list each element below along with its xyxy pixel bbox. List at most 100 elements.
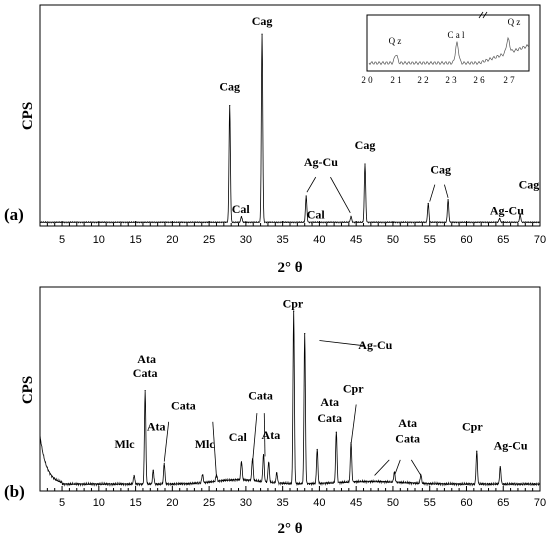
peak-annotation: Ag-Cu xyxy=(304,155,338,169)
peak-point xyxy=(240,216,243,218)
peak-annotation: Cpr xyxy=(462,419,483,433)
x-tick-label: 35 xyxy=(277,497,289,509)
peak-annotation: Ata xyxy=(137,352,156,366)
x-tick-label: 30 xyxy=(240,497,252,509)
peak-point xyxy=(133,474,135,477)
peak-annotation: Cata xyxy=(395,432,420,446)
leader-line xyxy=(444,184,449,198)
peak-point xyxy=(499,466,501,468)
peak-annotation: Ata xyxy=(262,428,281,442)
y-axis-label: CPS xyxy=(20,102,36,130)
inset-pattern-line xyxy=(368,36,530,66)
x-tick-label: 5 xyxy=(59,497,65,509)
peak-annotation: Cag xyxy=(519,177,540,191)
peak-annotation: Ata xyxy=(320,395,339,409)
peak-annotation: Cata xyxy=(248,388,273,402)
inset-peak-label: Q z xyxy=(508,17,521,27)
y-axis-label: CPS xyxy=(20,376,36,404)
inset-x-tick-label: 2 3 xyxy=(445,75,457,85)
x-tick-label: 25 xyxy=(203,497,215,509)
peak-point xyxy=(201,474,204,477)
x-tick-label: 40 xyxy=(313,497,325,509)
peak-annotation: Cag xyxy=(430,162,451,176)
x-tick-label: 50 xyxy=(387,497,399,509)
x-tick-label: 5 xyxy=(59,234,65,246)
peak-annotation: Cpr xyxy=(343,381,364,395)
inset-peak-label: Q z xyxy=(389,36,402,46)
x-tick-label: 10 xyxy=(93,234,105,246)
peak-annotation: Cata xyxy=(317,411,342,425)
x-tick-label: 40 xyxy=(313,234,325,246)
panel-a: 5 10 15 20 25 30 35 40 45 50 55 60 65 70 2° θ CPS (a) Cag… xyxy=(4,4,546,276)
peak-annotation: Ata xyxy=(147,419,166,433)
peak-annotation: Cpr xyxy=(283,297,304,311)
inset-plot: 2 0 2 1 2 2 2 3 2 6 2 7 Q z C a l Q z xyxy=(361,11,530,85)
peak-point xyxy=(519,214,521,216)
panel-label: (a) xyxy=(4,205,24,224)
x-tick-label: 20 xyxy=(166,497,178,509)
panel-b: 5 10 15 20 25 30 35 40 45 50 55 60 65 70 2° θ CPS (b) Mlc… xyxy=(4,286,546,537)
peak-annotation: Cata xyxy=(133,366,158,380)
peak-point xyxy=(335,431,337,433)
peak-annotation: Cal xyxy=(229,430,248,444)
leader-line xyxy=(374,459,390,476)
x-axis-label: 2° θ xyxy=(277,521,302,537)
peak-annotation: Ag-Cu xyxy=(494,438,528,452)
x-tick-label: 15 xyxy=(129,234,141,246)
peak-annotation: Ag-Cu xyxy=(358,338,392,352)
inset-frame xyxy=(366,14,530,72)
x-tick-label: 15 xyxy=(129,497,141,509)
leader-line xyxy=(263,413,266,457)
axis-break xyxy=(478,11,484,19)
x-tick-label: 65 xyxy=(497,497,509,509)
inset-peak-label: C a l xyxy=(448,30,465,40)
x-tick-label: 25 xyxy=(203,234,215,246)
peak-point xyxy=(427,202,429,205)
peak-point xyxy=(293,310,295,312)
peak-annotation: Ag-Cu xyxy=(490,204,524,218)
peak-point xyxy=(447,199,449,201)
xrd-pattern-line xyxy=(39,33,541,224)
leader-line xyxy=(429,184,436,202)
peak-point xyxy=(262,455,265,457)
peak-annotation: Cag xyxy=(219,80,240,94)
inset-x-tick-label: 2 6 xyxy=(473,75,485,85)
peak-annotation: Cal xyxy=(232,202,251,216)
axis-break xyxy=(482,11,488,19)
leader-line xyxy=(410,459,422,476)
peak-annotation: Mlc xyxy=(195,437,216,451)
peak-annotation: Ata xyxy=(398,416,417,430)
leader-line xyxy=(394,459,401,474)
x-tick-label: 70 xyxy=(534,234,546,246)
x-tick-label: 70 xyxy=(534,497,546,509)
peak-point xyxy=(268,462,270,464)
plot-frame xyxy=(39,286,541,492)
x-tick-label: 35 xyxy=(277,234,289,246)
peak-point xyxy=(305,195,307,197)
x-tick-label: 10 xyxy=(93,497,105,509)
peak-annotation: Cata xyxy=(171,399,196,413)
peak-point xyxy=(498,217,501,220)
peak-point xyxy=(393,473,396,475)
peak-point xyxy=(316,448,318,451)
leader-line xyxy=(306,176,317,193)
peak-point xyxy=(240,464,243,466)
peak-point xyxy=(163,462,165,464)
leader-line xyxy=(252,413,258,464)
leader-line xyxy=(330,176,351,214)
inset-x-tick-label: 2 7 xyxy=(503,75,515,85)
peak-point xyxy=(364,163,366,165)
leader-line xyxy=(163,421,170,462)
leader-line xyxy=(350,404,357,445)
x-tick-label: 60 xyxy=(460,497,472,509)
leader-line xyxy=(212,421,217,478)
peak-annotation: Cal xyxy=(307,207,326,221)
x-tick-label: 45 xyxy=(350,497,362,509)
x-tick-label: 60 xyxy=(460,234,472,246)
x-tick-label: 20 xyxy=(166,234,178,246)
inset-x-tick-label: 2 2 xyxy=(417,75,428,85)
peak-annotation: Cag xyxy=(355,138,376,152)
x-tick-label: 55 xyxy=(424,497,436,509)
x-tick-label: 45 xyxy=(350,234,362,246)
